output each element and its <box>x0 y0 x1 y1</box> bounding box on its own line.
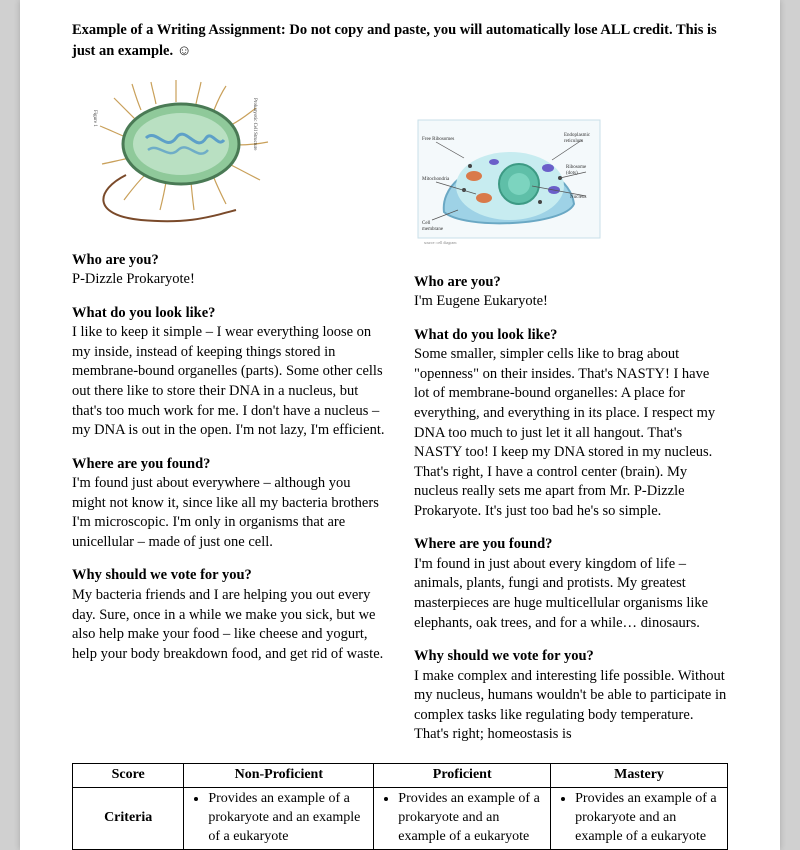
right-a4: I make complex and interesting life poss… <box>414 667 728 745</box>
svg-text:Endoplasmic: Endoplasmic <box>564 133 591 138</box>
svg-text:source: cell diagram: source: cell diagram <box>424 240 457 245</box>
col-score: Score <box>73 763 184 787</box>
right-a1: I'm Eugene Eukaryote! <box>414 292 728 312</box>
right-q1: Who are you? <box>414 273 728 293</box>
table-header-row: Score Non-Proficient Proficient Mastery <box>73 763 728 787</box>
col-prof: Proficient <box>374 763 551 787</box>
left-a1: P-Dizzle Prokaryote! <box>72 270 386 290</box>
document-page: Example of a Writing Assignment: Do not … <box>20 0 780 850</box>
eukaryote-cell-icon: Free Ribosomes Mitochondria Cell membran… <box>414 116 604 246</box>
col-nonprof: Non-Proficient <box>184 763 374 787</box>
right-text-block: Who are you? I'm Eugene Eukaryote! What … <box>414 273 728 745</box>
cell-p-text: Provides an example of a prokaryote and … <box>398 790 544 847</box>
right-q4: Why should we vote for you? <box>414 647 728 667</box>
prok-title-label: Prokaryotic Cell Structure <box>252 98 257 151</box>
prokaryote-cell-icon: Prokaryotic Cell Structure Figure 1 <box>86 80 276 230</box>
left-q3: Where are you found? <box>72 455 386 475</box>
right-q3: Where are you found? <box>414 535 728 555</box>
cell-proficient: Provides an example of a prokaryote and … <box>374 787 551 849</box>
left-q1: Who are you? <box>72 251 386 271</box>
cell-np-text: Provides an example of a prokaryote and … <box>208 790 367 847</box>
right-a2: Some smaller, simpler cells like to brag… <box>414 345 728 521</box>
svg-text:Cell: Cell <box>422 221 431 226</box>
table-row: Criteria Provides an example of a prokar… <box>73 787 728 849</box>
right-q2: What do you look like? <box>414 326 728 346</box>
two-column-layout: Prokaryotic Cell Structure Figure 1 Who … <box>72 80 728 745</box>
left-q4: Why should we vote for you? <box>72 566 386 586</box>
page-title: Example of a Writing Assignment: Do not … <box>72 20 728 62</box>
prokaryote-image: Prokaryotic Cell Structure Figure 1 <box>72 80 386 237</box>
svg-text:Nucleus: Nucleus <box>570 195 586 200</box>
rubric-table: Score Non-Proficient Proficient Mastery … <box>72 763 728 850</box>
eukaryote-image: Free Ribosomes Mitochondria Cell membran… <box>414 80 728 253</box>
svg-text:reticulum: reticulum <box>564 139 583 144</box>
criteria-label: Criteria <box>73 787 184 849</box>
left-q2: What do you look like? <box>72 304 386 324</box>
prok-figure-label: Figure 1 <box>92 110 97 127</box>
right-a3: I'm found in just about every kingdom of… <box>414 555 728 633</box>
left-a2: I like to keep it simple – I wear everyt… <box>72 323 386 440</box>
cell-mastery: Provides an example of a prokaryote and … <box>551 787 728 849</box>
svg-text:(dots): (dots) <box>566 171 578 176</box>
right-column: Free Ribosomes Mitochondria Cell membran… <box>414 80 728 745</box>
svg-text:Ribosome: Ribosome <box>566 165 587 170</box>
svg-text:Mitochondria: Mitochondria <box>422 177 450 182</box>
svg-text:membrane: membrane <box>422 227 444 232</box>
cell-m-text: Provides an example of a prokaryote and … <box>575 790 721 847</box>
left-a4: My bacteria friends and I are helping yo… <box>72 586 386 664</box>
cell-nonproficient: Provides an example of a prokaryote and … <box>184 787 374 849</box>
left-a3: I'm found just about everywhere – althou… <box>72 474 386 552</box>
left-column: Prokaryotic Cell Structure Figure 1 Who … <box>72 80 386 745</box>
col-mastery: Mastery <box>551 763 728 787</box>
svg-text:Free Ribosomes: Free Ribosomes <box>422 137 454 142</box>
